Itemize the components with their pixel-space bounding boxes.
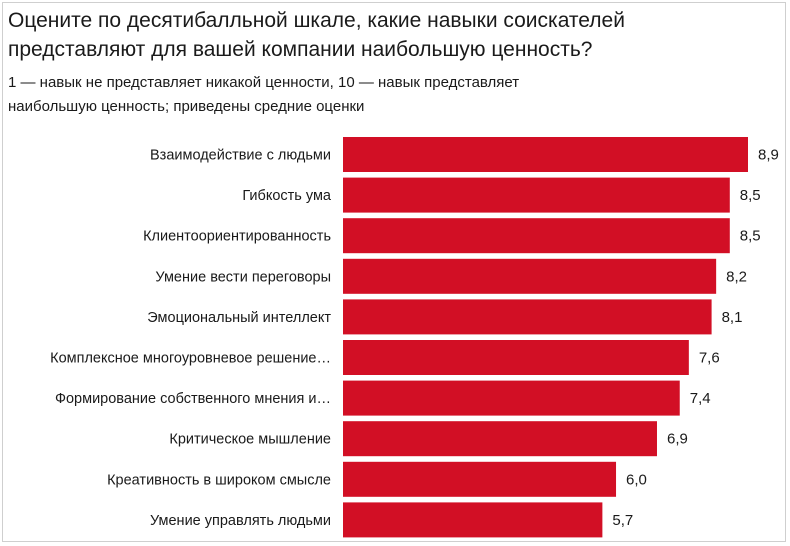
category-label: Умение вести переговоры [155, 269, 331, 285]
category-label: Эмоциональный интеллект [147, 310, 331, 326]
bar [343, 461, 617, 497]
bar [343, 340, 689, 375]
value-label: 8,5 [740, 228, 761, 245]
category-label: Комплексное многоуровневое решение… [50, 351, 331, 367]
value-label: 6,9 [667, 431, 688, 448]
chart-subtitle: 1 — навык не представляет никакой ценнос… [8, 74, 520, 115]
value-label: 7,6 [699, 350, 720, 367]
value-label: 8,9 [758, 147, 779, 164]
bar [343, 137, 748, 172]
bar [343, 380, 680, 416]
bar [343, 502, 603, 538]
category-label: Гибкость ума [242, 188, 332, 204]
category-label: Клиентоориентированность [143, 229, 331, 245]
value-label: 7,4 [690, 390, 711, 407]
category-label: Креативность в широком смысле [107, 472, 331, 488]
bar [343, 177, 730, 213]
bar [343, 421, 657, 457]
bar [343, 258, 717, 294]
value-label: 5,7 [612, 512, 633, 529]
chart-title: Оцените по десятибалльной шкале, какие н… [8, 9, 625, 61]
value-label: 8,1 [722, 309, 743, 326]
category-label: Умение управлять людьми [150, 513, 331, 529]
value-label: 8,5 [740, 187, 761, 204]
bar [343, 299, 712, 335]
category-label: Взаимодействие с людьми [150, 148, 331, 164]
category-label: Критическое мышление [169, 432, 331, 448]
bar [343, 218, 730, 254]
category-label: Формирование собственного мнения и… [55, 391, 331, 407]
value-label: 6,0 [626, 471, 647, 488]
value-label: 8,2 [726, 268, 747, 285]
